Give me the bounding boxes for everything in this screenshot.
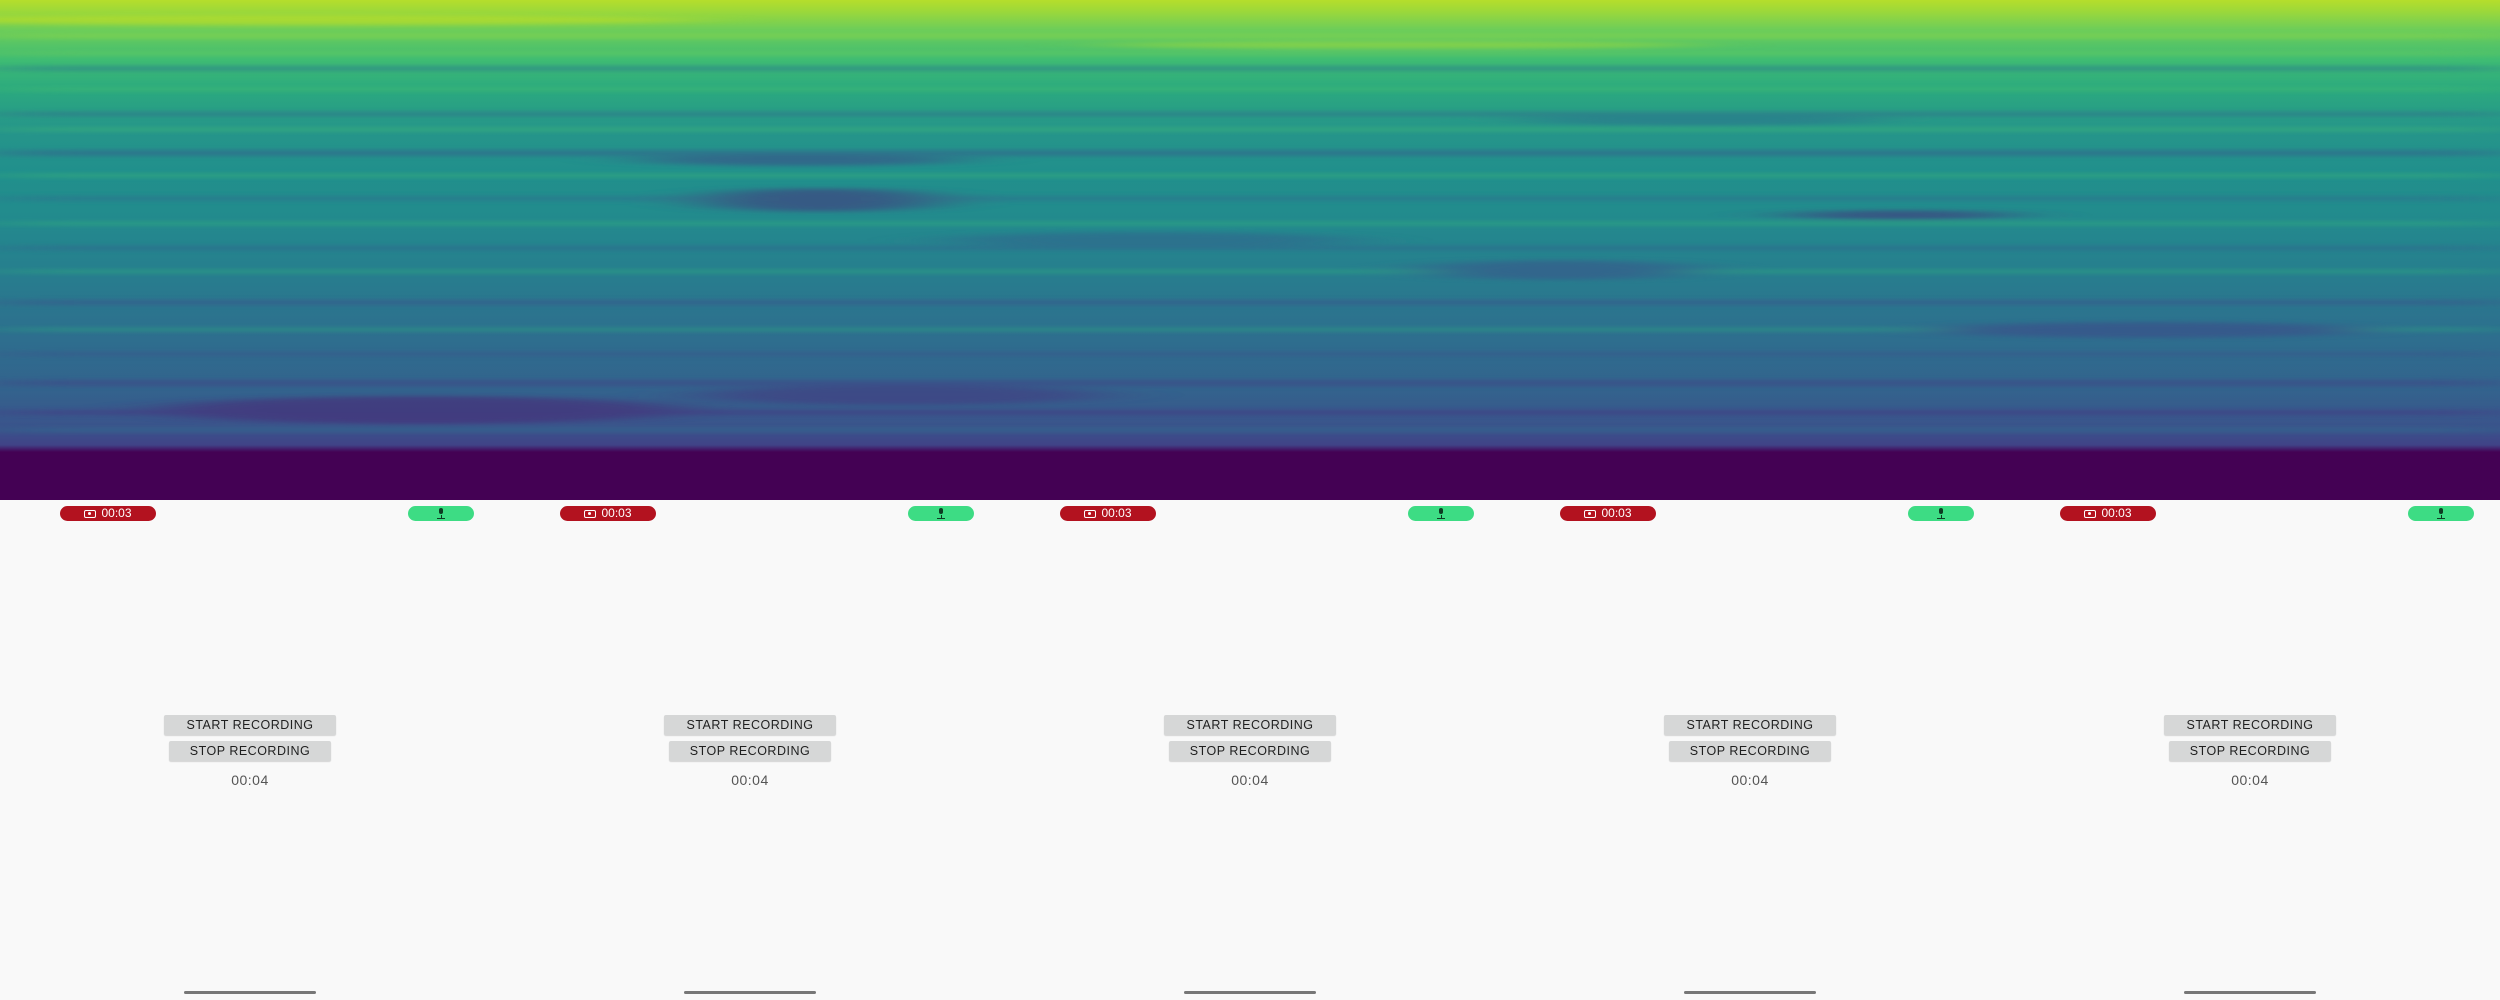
record-elapsed-time: 00:03 [101,506,132,520]
microphone-indicator[interactable] [1408,506,1474,521]
screen-record-indicator[interactable]: 00:03 [1060,506,1156,521]
screen-record-indicator[interactable]: 00:03 [1560,506,1656,521]
recording-timer: 00:04 [1731,772,1769,788]
start-recording-button[interactable]: START RECORDING [2164,715,2336,735]
screen-record-icon [584,509,597,518]
stop-recording-button[interactable]: STOP RECORDING [1669,741,1831,761]
screen-record-icon [1584,509,1597,518]
microphone-indicator[interactable] [908,506,974,521]
microphone-indicator[interactable] [1908,506,1974,521]
recorder-screen-1: 00:03 START RECORDING STOP RECORDING 00:… [0,500,500,1000]
screen-record-indicator[interactable]: 00:03 [560,506,656,521]
microphone-icon [1936,508,1946,519]
recording-timer: 00:04 [731,772,769,788]
spectrogram-texture [0,15,2500,432]
record-elapsed-time: 00:03 [2101,506,2132,520]
screen-record-icon [1084,509,1097,518]
record-elapsed-time: 00:03 [1601,506,1632,520]
record-elapsed-time: 00:03 [1101,506,1132,520]
record-elapsed-time: 00:03 [601,506,632,520]
recorder-screen-4: 00:03 START RECORDING STOP RECORDING 00:… [1500,500,2000,1000]
screen-record-icon [84,509,97,518]
home-gesture-bar[interactable] [1684,991,1816,994]
microphone-icon [436,508,446,519]
home-gesture-bar[interactable] [684,991,816,994]
microphone-icon [936,508,946,519]
recording-timer: 00:04 [231,772,269,788]
recording-timer: 00:04 [1231,772,1269,788]
stop-recording-button[interactable]: STOP RECORDING [1169,741,1331,761]
microphone-indicator[interactable] [408,506,474,521]
stop-recording-button[interactable]: STOP RECORDING [169,741,331,761]
recording-timer: 00:04 [2231,772,2269,788]
start-recording-button[interactable]: START RECORDING [1164,715,1336,735]
microphone-icon [1436,508,1446,519]
microphone-icon [2436,508,2446,519]
home-gesture-bar[interactable] [1184,991,1316,994]
start-recording-button[interactable]: START RECORDING [164,715,336,735]
recorder-screen-2: 00:03 START RECORDING STOP RECORDING 00:… [500,500,1000,1000]
recorder-screen-3: 00:03 START RECORDING STOP RECORDING 00:… [1000,500,1500,1000]
screen-record-indicator[interactable]: 00:03 [2060,506,2156,521]
screen-record-icon [2084,509,2097,518]
home-gesture-bar[interactable] [184,991,316,994]
start-recording-button[interactable]: START RECORDING [1664,715,1836,735]
start-recording-button[interactable]: START RECORDING [664,715,836,735]
spectrogram-display [0,0,2500,500]
stop-recording-button[interactable]: STOP RECORDING [2169,741,2331,761]
microphone-indicator[interactable] [2408,506,2474,521]
recorder-screen-5: 00:03 START RECORDING STOP RECORDING 00:… [2000,500,2500,1000]
stop-recording-button[interactable]: STOP RECORDING [669,741,831,761]
screen-record-indicator[interactable]: 00:03 [60,506,156,521]
home-gesture-bar[interactable] [2184,991,2316,994]
